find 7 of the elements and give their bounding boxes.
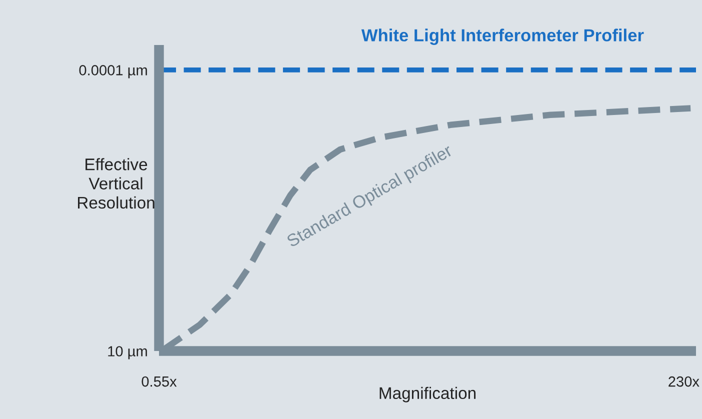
x-tick-label: 230x [668, 376, 700, 387]
y-axis-title: Effective Vertical Resolution [78, 158, 154, 209]
x-tick-label: 0.55x [142, 376, 177, 387]
y-tick-label: 10 µm [108, 346, 147, 360]
ref-line-label: White Light Interferometer Profiler [361, 28, 644, 45]
y-tick-label: 0.0001 µm [79, 65, 147, 78]
x-axis-title: Magnification [380, 386, 476, 402]
